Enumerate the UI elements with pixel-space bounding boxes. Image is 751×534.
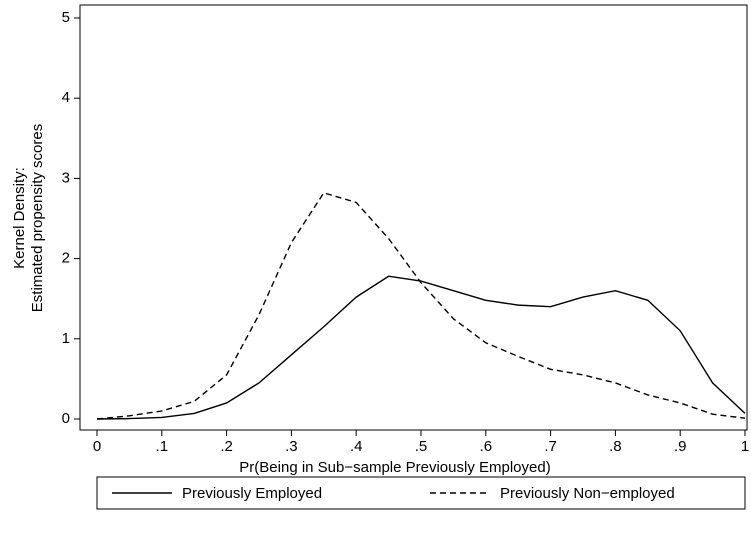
y-tick-label: 5 bbox=[62, 9, 70, 26]
series-line bbox=[96, 275, 746, 420]
y-tick-label: 0 bbox=[62, 410, 70, 427]
y-tick-label: 1 bbox=[62, 330, 70, 347]
y-tick-label: 4 bbox=[62, 89, 70, 106]
x-tick-label: .3 bbox=[285, 438, 298, 455]
legend-label: Previously Employed bbox=[182, 485, 322, 502]
series-line bbox=[96, 192, 746, 420]
x-tick-label: .5 bbox=[415, 438, 428, 455]
x-tick-label: .1 bbox=[156, 438, 169, 455]
x-axis-title: Pr(Being in Sub−sample Previously Employ… bbox=[239, 459, 550, 476]
y-axis-title: Estimated propensity scores bbox=[29, 124, 46, 312]
plot-frame bbox=[79, 4, 748, 431]
x-tick-label: 0 bbox=[93, 438, 101, 455]
x-tick-label: .8 bbox=[609, 438, 622, 455]
y-tick-label: 2 bbox=[62, 250, 70, 267]
legend-label: Previously Non−employed bbox=[500, 485, 675, 502]
y-tick-label: 3 bbox=[62, 169, 70, 186]
x-tick-label: 1 bbox=[741, 438, 749, 455]
x-tick-label: .7 bbox=[544, 438, 557, 455]
x-tick-label: .9 bbox=[674, 438, 687, 455]
x-tick-label: .2 bbox=[220, 438, 233, 455]
x-tick-label: .6 bbox=[480, 438, 493, 455]
legend-box bbox=[96, 476, 746, 510]
y-axis-title: Kernel Density: bbox=[11, 167, 28, 269]
x-tick-label: .4 bbox=[350, 438, 363, 455]
